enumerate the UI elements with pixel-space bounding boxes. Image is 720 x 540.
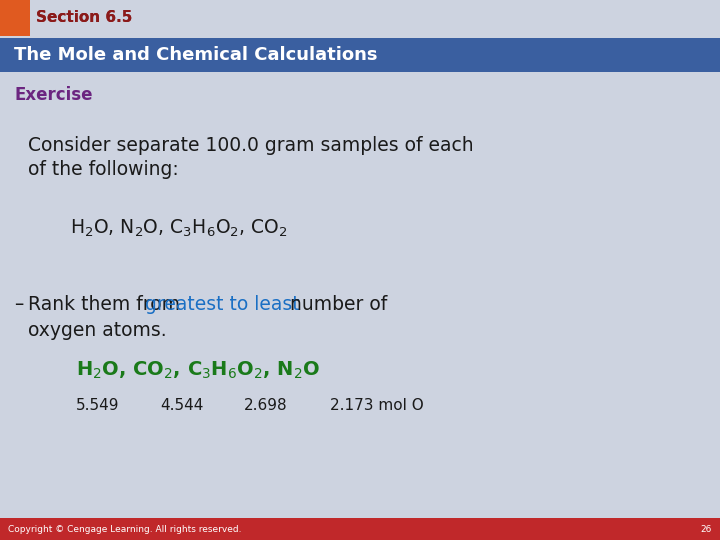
- Bar: [0, 0, 30, 36]
- Bar: [0, 0, 260, 36]
- Text: Consider separate 100.0 gram samples of each: Consider separate 100.0 gram samples of …: [28, 136, 474, 155]
- Text: 5.549: 5.549: [76, 398, 120, 413]
- Bar: [0, 0, 30, 36]
- Text: The Mole and Chemical Calculations: The Mole and Chemical Calculations: [14, 46, 377, 64]
- Text: 2.698: 2.698: [244, 398, 287, 413]
- Text: H$_2$O, CO$_2$, C$_3$H$_6$O$_2$, N$_2$O: H$_2$O, CO$_2$, C$_3$H$_6$O$_2$, N$_2$O: [76, 360, 320, 381]
- Text: –: –: [14, 295, 23, 314]
- Text: H$_2$O, N$_2$O, C$_3$H$_6$O$_2$, CO$_2$: H$_2$O, N$_2$O, C$_3$H$_6$O$_2$, CO$_2$: [70, 218, 288, 239]
- Bar: [0, 38, 720, 72]
- Polygon shape: [0, 0, 256, 36]
- Text: of the following:: of the following:: [28, 160, 179, 179]
- Text: Exercise: Exercise: [14, 86, 92, 104]
- Text: 2.173 mol O: 2.173 mol O: [330, 398, 424, 413]
- Text: 26: 26: [701, 524, 712, 534]
- Bar: [0, 518, 720, 540]
- Text: 4.544: 4.544: [160, 398, 203, 413]
- Text: Rank them from: Rank them from: [28, 295, 186, 314]
- Text: greatest to least: greatest to least: [145, 295, 300, 314]
- Text: number of: number of: [284, 295, 387, 314]
- Text: Section 6.5: Section 6.5: [36, 10, 132, 25]
- Text: Section 6.5: Section 6.5: [36, 10, 132, 25]
- Text: Copyright © Cengage Learning. All rights reserved.: Copyright © Cengage Learning. All rights…: [8, 524, 241, 534]
- Text: oxygen atoms.: oxygen atoms.: [28, 321, 166, 340]
